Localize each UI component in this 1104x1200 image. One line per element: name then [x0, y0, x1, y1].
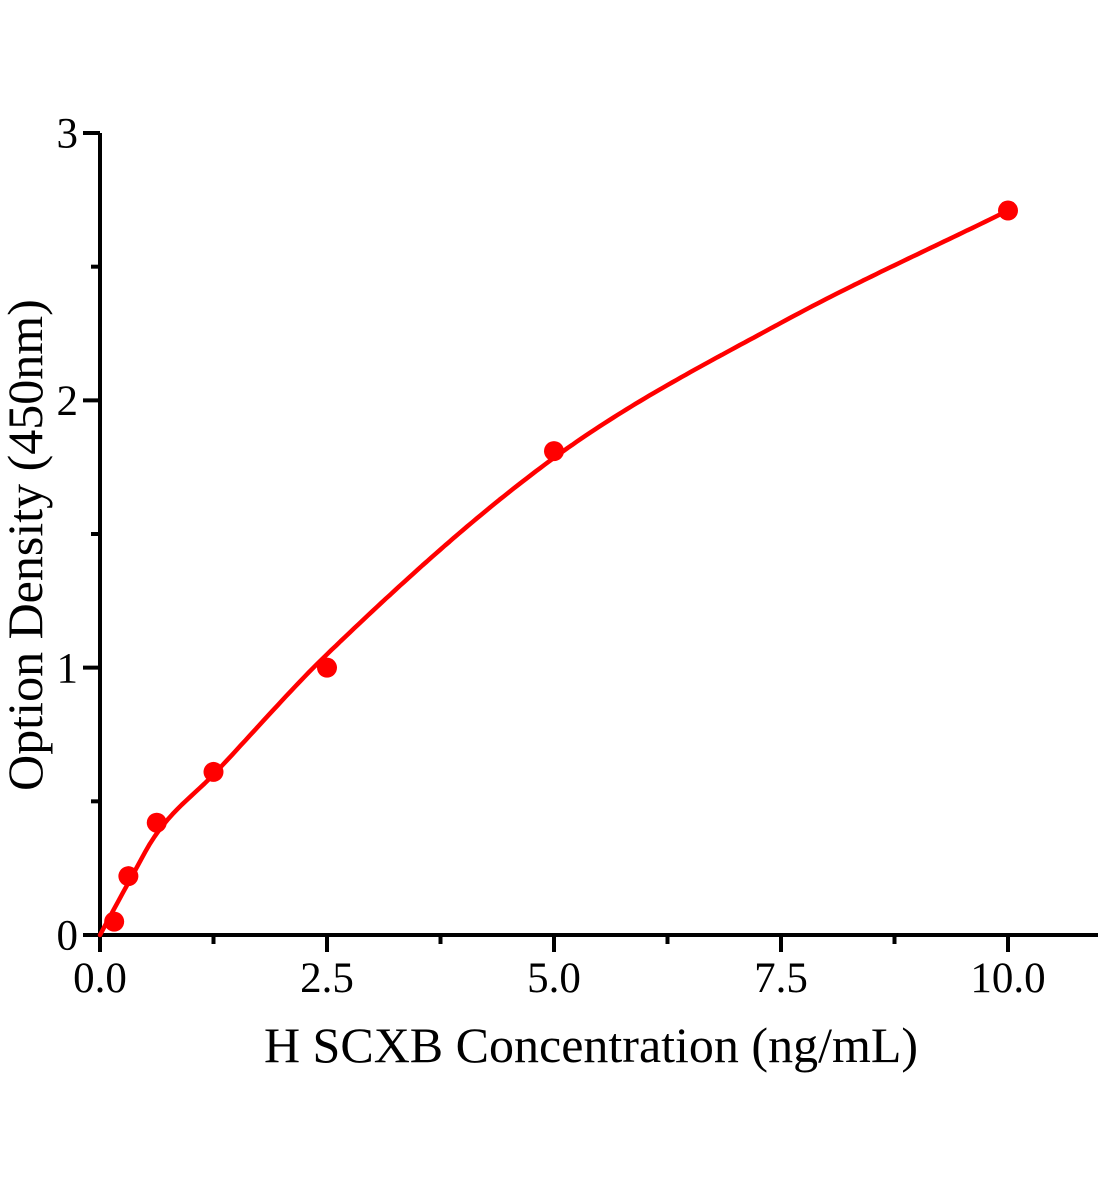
data-point — [146, 812, 167, 833]
data-point — [203, 761, 224, 782]
data-point — [317, 657, 337, 678]
x-tick-label: 10.0 — [970, 955, 1045, 1002]
data-point — [998, 200, 1018, 221]
x-tick-label: 5.0 — [527, 955, 581, 1002]
axes — [83, 133, 1098, 952]
x-tick-label: 7.5 — [754, 955, 808, 1002]
axis-tick-labels: 0.0 2.5 5.0 7.5 10.0 0 1 2 3 — [57, 111, 1046, 1002]
y-tick-label: 0 — [57, 913, 79, 960]
y-axis-title: Option Density (450nm) — [0, 299, 53, 791]
data-point — [544, 441, 564, 462]
y-tick-label: 3 — [57, 111, 79, 158]
y-tick-label: 1 — [57, 645, 79, 692]
x-tick-label: 2.5 — [300, 955, 354, 1002]
axis-ticks — [83, 131, 1010, 952]
y-tick-label: 2 — [57, 378, 79, 425]
data-point — [118, 866, 139, 887]
fitted-curve-line — [97, 208, 1011, 938]
x-axis-title: H SCXB Concentration (ng/mL) — [264, 1017, 918, 1073]
x-tick-label: 0.0 — [73, 955, 127, 1002]
data-point — [104, 911, 125, 932]
data-series — [97, 200, 1018, 938]
